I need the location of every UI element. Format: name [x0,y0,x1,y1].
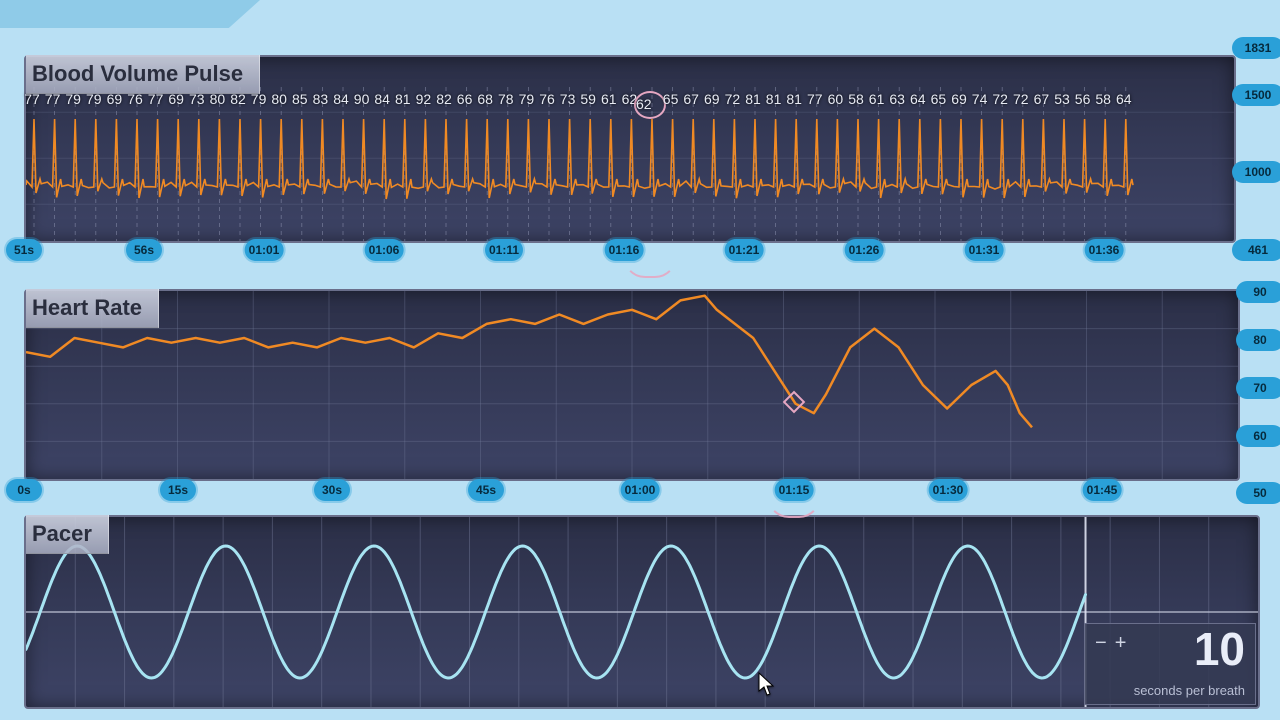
pacer-chart [26,517,1258,707]
hr-time-label: 0s [6,479,42,501]
bvp-beat-value: 79 [519,91,535,107]
bvp-beat-value: 78 [498,91,514,107]
bvp-beat-value: 67 [683,91,699,107]
pacer-plus-minus: −+ [1095,632,1134,655]
bvp-beat-value: 69 [704,91,720,107]
heart-rate-chart [26,291,1238,479]
bvp-beat-value: 66 [457,91,473,107]
bvp-beat-value: 92 [416,91,432,107]
hr-time-label: 30s [314,479,350,501]
bvp-beat-value: 81 [395,91,411,107]
bvp-beat-value: 53 [1054,91,1070,107]
bvp-y-label: 461 [1232,239,1280,261]
pacer-increase-button[interactable]: + [1115,632,1135,654]
hr-time-label: 01:45 [1083,479,1122,501]
bvp-beat-value: 81 [766,91,782,107]
bvp-beat-value: 58 [848,91,864,107]
bvp-beat-value: 84 [374,91,390,107]
bvp-beat-value: 83 [313,91,329,107]
bvp-time-label: 01:36 [1085,239,1124,261]
bvp-beat-value: 84 [333,91,349,107]
bvp-beat-value: 64 [910,91,926,107]
bvp-y-label: 1831 [1232,37,1280,59]
hr-y-label: 50 [1236,482,1280,504]
bvp-time-label: 01:31 [965,239,1004,261]
screen: Blood Volume Pulse 777779796976776973808… [0,0,1280,720]
hr-time-label: 15s [160,479,196,501]
bvp-beat-value: 64 [1116,91,1132,107]
bvp-beat-value: 61 [601,91,617,107]
bvp-beat-value: 61 [869,91,885,107]
bvp-beat-value: 60 [828,91,844,107]
bvp-time-label: 51s [6,239,42,261]
pacer-panel[interactable]: Pacer −+ 10 seconds per breath [24,515,1260,709]
hr-time-label: 01:30 [929,479,968,501]
hr-y-label: 90 [1236,281,1280,303]
bvp-time-label: 01:06 [365,239,404,261]
heart-rate-title: Heart Rate [26,289,159,328]
bvp-time-label: 01:21 [725,239,764,261]
bvp-beat-value: 59 [580,91,596,107]
bvp-beat-value: 73 [560,91,576,107]
bvp-highlight-arc [623,256,677,278]
bvp-beat-value: 67 [1034,91,1050,107]
bvp-beat-value: 77 [807,91,823,107]
bvp-beat-value: 69 [951,91,967,107]
hr-time-label: 01:00 [621,479,660,501]
bvp-beat-value: 68 [477,91,493,107]
bvp-beat-value: 76 [539,91,555,107]
top-ribbon [0,0,260,28]
bvp-beat-value: 80 [271,91,287,107]
bvp-beat-value: 82 [436,91,452,107]
bvp-beat-value: 63 [889,91,905,107]
bvp-beat-value: 81 [786,91,802,107]
pacer-caption: seconds per breath [1134,683,1245,698]
pacer-value: 10 [1194,622,1245,676]
hr-y-label: 70 [1236,377,1280,399]
bvp-beat-value: 65 [663,91,679,107]
bvp-time-label: 01:26 [845,239,884,261]
bvp-beat-value: 56 [1075,91,1091,107]
bvp-beat-value: 72 [1013,91,1029,107]
bvp-beat-value: 90 [354,91,370,107]
hr-time-label: 45s [468,479,504,501]
bvp-y-label: 1000 [1232,161,1280,183]
bvp-beat-value: 65 [931,91,947,107]
bvp-beat-value: 74 [972,91,988,107]
bvp-beat-value: 72 [992,91,1008,107]
heart-rate-panel[interactable]: Heart Rate [24,289,1240,481]
bvp-beat-value: 58 [1095,91,1111,107]
bvp-y-label: 1500 [1232,84,1280,106]
bvp-beat-value: 85 [292,91,308,107]
bvp-beat-value: 81 [745,91,761,107]
bvp-beat-value: 72 [725,91,741,107]
pacer-control: −+ 10 seconds per breath [1084,623,1256,705]
bvp-beat-value: 62 [634,91,666,119]
bvp-title: Blood Volume Pulse [26,55,260,94]
pacer-decrease-button[interactable]: − [1095,632,1115,654]
bvp-panel[interactable]: Blood Volume Pulse [24,55,1236,243]
hr-y-label: 60 [1236,425,1280,447]
bvp-time-label: 56s [126,239,162,261]
bvp-time-label: 01:01 [245,239,284,261]
bvp-time-label: 01:11 [485,239,523,261]
pacer-title: Pacer [26,515,109,554]
hr-y-label: 80 [1236,329,1280,351]
